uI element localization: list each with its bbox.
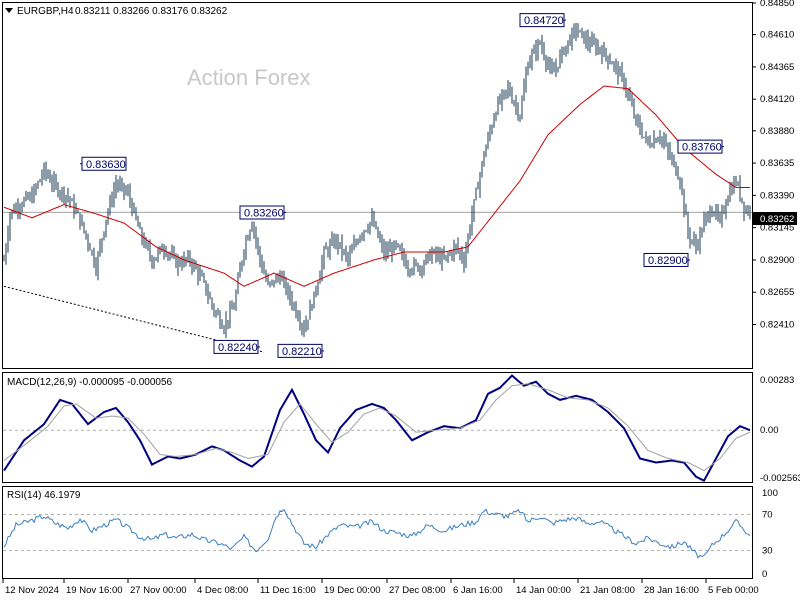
macd-tick-label: -0.002563: [760, 473, 800, 484]
time-tick-label: 6 Jan 16:00: [453, 585, 503, 596]
time-tick-label: 19 Nov 16:00: [66, 585, 123, 596]
trendline: [3, 285, 265, 353]
price-tick-label: 0.84610: [760, 30, 794, 41]
time-tick-label: 27 Nov 00:00: [130, 585, 187, 596]
watermark: Action Forex: [187, 65, 311, 90]
time-tick-label: 19 Dec 00:00: [324, 585, 381, 596]
rsi-tick-label: 100: [762, 488, 778, 499]
price-label-box: [519, 13, 565, 28]
rsi-tick-label: 0: [762, 569, 767, 580]
macd-line: [3, 374, 751, 483]
price-label-box: [239, 205, 285, 220]
time-tick-label: 21 Jan 08:00: [580, 585, 635, 596]
chart-ohlc: 0.83211 0.83266 0.83176 0.83262: [75, 6, 228, 17]
price-label-box: [213, 339, 259, 354]
price-tick-label: 0.82410: [760, 320, 794, 331]
price-label-box: [643, 252, 689, 267]
price-label-text: 0.82210: [282, 346, 322, 358]
rsi-tick-label: 70: [762, 509, 773, 520]
current-price-text: 0.83262: [760, 214, 794, 225]
price-panel-frame: [2, 2, 753, 369]
moving-average-path: [3, 85, 750, 287]
macd-tick-label: 0.00283: [760, 375, 794, 386]
rsi-panel: 100 70 30 0: [3, 488, 778, 580]
price-tick-label: 0.83635: [760, 158, 794, 169]
price-label-text: 0.83260: [244, 208, 284, 220]
time-tick-label: 14 Jan 00:00: [516, 585, 571, 596]
time-tick-label: 28 Jan 16:00: [644, 585, 699, 596]
macd-signal-line: [3, 383, 751, 472]
rsi-line: [3, 508, 751, 559]
time-tick-label: 11 Dec 16:00: [260, 585, 316, 596]
time-tick-label: 27 Dec 08:00: [389, 585, 446, 596]
macd-tick-label: 0.00: [760, 425, 779, 436]
moving-average-line: [3, 85, 750, 287]
price-tick-label: 0.83390: [760, 190, 794, 201]
price-axis: 0.84850 0.84610 0.84365 0.84120 0.83880 0.836…: [3, 0, 794, 331]
price-label-box: [677, 139, 723, 154]
price-tick-label: 0.83880: [760, 126, 794, 137]
rsi-panel-frame: [2, 486, 753, 579]
price-label-text: 0.83630: [86, 159, 126, 171]
rsi-tick-label: 30: [762, 546, 773, 557]
price-bars: [3, 22, 751, 339]
price-label-text: 0.82240: [218, 342, 258, 354]
macd-panel: 0.00283 0.00 -0.002563: [3, 374, 800, 484]
dropdown-icon[interactable]: [5, 8, 13, 13]
price-labels: 0.83630 0.82240 0.83260 0.82210 0.84720 0.837…: [80, 13, 724, 358]
price-tick-label: 0.84120: [760, 94, 794, 105]
price-label-text: 0.82900: [648, 255, 688, 267]
macd-title: MACD(12,26,9) -0.000095 -0.000056: [7, 377, 173, 388]
support-trendline: [3, 285, 265, 353]
price-label-box: [277, 343, 323, 358]
price-tick-label: 0.82655: [760, 287, 794, 298]
price-label-box: [81, 156, 127, 171]
rsi-title: RSI(14) 46.1979: [7, 490, 81, 501]
current-price-tag: [753, 212, 797, 225]
chart-symbol: EURGBP,H4: [17, 6, 74, 17]
price-tick-label: 0.83145: [760, 223, 794, 234]
time-tick-label: 5 Feb 00:00: [708, 585, 759, 596]
time-tick-label: 12 Nov 2024: [5, 585, 59, 596]
price-tick-label: 0.84365: [760, 62, 794, 73]
price-tick-label: 0.82900: [760, 255, 794, 266]
price-label-text: 0.84720: [524, 15, 564, 27]
time-tick-label: 4 Dec 08:00: [197, 585, 248, 596]
time-axis: 12 Nov 2024 19 Nov 16:00 27 Nov 00:00 4 Dec…: [2, 579, 759, 596]
price-tick-label: 0.84850: [760, 0, 794, 9]
price-label-text: 0.83760: [682, 142, 722, 154]
macd-panel-frame: [2, 372, 753, 483]
